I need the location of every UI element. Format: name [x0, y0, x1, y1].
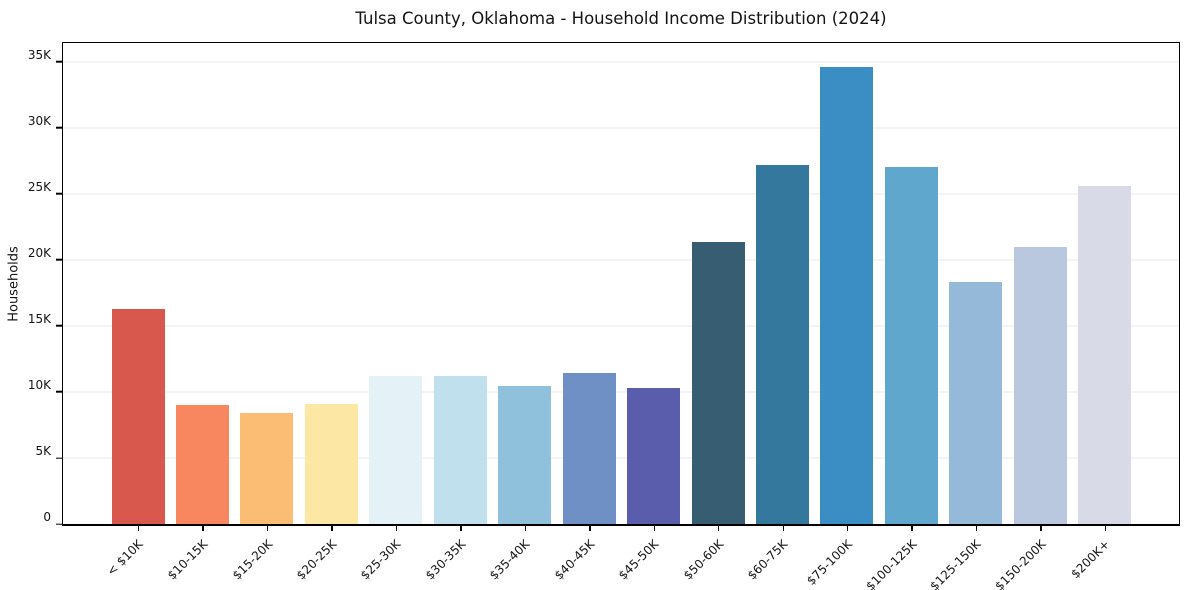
x-tick-label: $125-150K — [927, 537, 984, 590]
x-tick-mark — [395, 525, 398, 531]
x-tick-label: $10-15K — [164, 537, 211, 583]
plot-area: 0 5K 10K 15K 20K 25K 30K 35K < $10K $10-15K $15-20… — [28, 42, 1180, 590]
y-tick-label: 10K — [27, 377, 51, 392]
gridline — [63, 391, 1179, 393]
bar — [175, 404, 229, 524]
x-tick-mark — [202, 525, 204, 531]
y-tick-label: 20K — [27, 245, 51, 260]
x-tick-label: $60-75K — [744, 537, 791, 583]
x-tick-mark — [782, 525, 784, 531]
x-tick-label: $100-125K — [862, 537, 920, 590]
y-tick-mark — [56, 60, 62, 63]
x-tick-label: $30-35K — [422, 537, 469, 583]
x-tick-label: $25-30K — [358, 537, 404, 583]
gridline — [63, 457, 1179, 459]
y-tick-mark — [56, 391, 62, 393]
x-tick-mark — [331, 525, 333, 531]
x-tick-label: $200K+ — [1068, 537, 1113, 582]
bar — [562, 373, 616, 524]
x-tick-mark — [1104, 525, 1107, 531]
y-tick-label: 25K — [27, 179, 51, 194]
x-tick-label: $40-45K — [551, 537, 598, 583]
x-tick-mark — [911, 525, 913, 531]
y-tick-mark — [56, 457, 62, 459]
bar — [691, 241, 745, 524]
x-tick-mark — [138, 525, 140, 531]
x-tick-mark — [653, 525, 655, 531]
y-tick-label: 5K — [35, 443, 51, 458]
bar — [433, 376, 487, 524]
x-tick-mark — [524, 525, 527, 531]
bar — [820, 67, 874, 524]
x-tick-mark — [1040, 525, 1042, 531]
x-tick-label: $35-40K — [487, 537, 533, 583]
x-tick-mark — [846, 525, 849, 531]
y-tick-label: 15K — [27, 311, 51, 326]
gridline — [63, 325, 1179, 327]
y-tick-label: 30K — [27, 113, 51, 128]
bar — [1078, 185, 1132, 524]
gridline — [63, 127, 1179, 129]
x-tick-label: < $10K — [104, 537, 146, 579]
x-tick-label: $20-25K — [293, 537, 340, 583]
x-tick-mark — [589, 525, 591, 531]
y-tick-mark — [56, 192, 62, 195]
bar — [369, 375, 423, 524]
x-tick-mark — [975, 525, 978, 531]
x-tick-mark — [266, 525, 269, 531]
gridline — [63, 193, 1179, 195]
chart-title: Tulsa County, Oklahoma - Household Incom… — [355, 9, 887, 28]
bar — [240, 413, 294, 524]
y-tick-mark — [56, 259, 62, 261]
y-tick-mark — [56, 325, 62, 327]
x-tick-label: $45-50K — [615, 537, 662, 583]
bar — [756, 164, 809, 524]
bar — [111, 309, 165, 524]
bar — [498, 385, 552, 524]
bar — [884, 167, 938, 524]
x-tick-mark — [718, 525, 720, 531]
x-tick-label: $50-60K — [680, 537, 726, 583]
x-tick-label: $15-20K — [229, 537, 275, 583]
bar — [304, 403, 358, 524]
bar — [1013, 247, 1067, 524]
bar — [627, 387, 681, 524]
x-tick-label: $75-100K — [803, 537, 855, 588]
gridline — [63, 259, 1179, 261]
gridline — [63, 61, 1179, 62]
y-tick-mark — [56, 126, 62, 129]
y-tick-mark — [56, 523, 62, 525]
bar — [949, 282, 1003, 524]
y-tick-label: 0 — [43, 510, 51, 524]
y-tick-label: 35K — [27, 47, 51, 62]
x-tick-label: $150-200K — [991, 537, 1049, 590]
x-tick-mark — [460, 525, 462, 531]
